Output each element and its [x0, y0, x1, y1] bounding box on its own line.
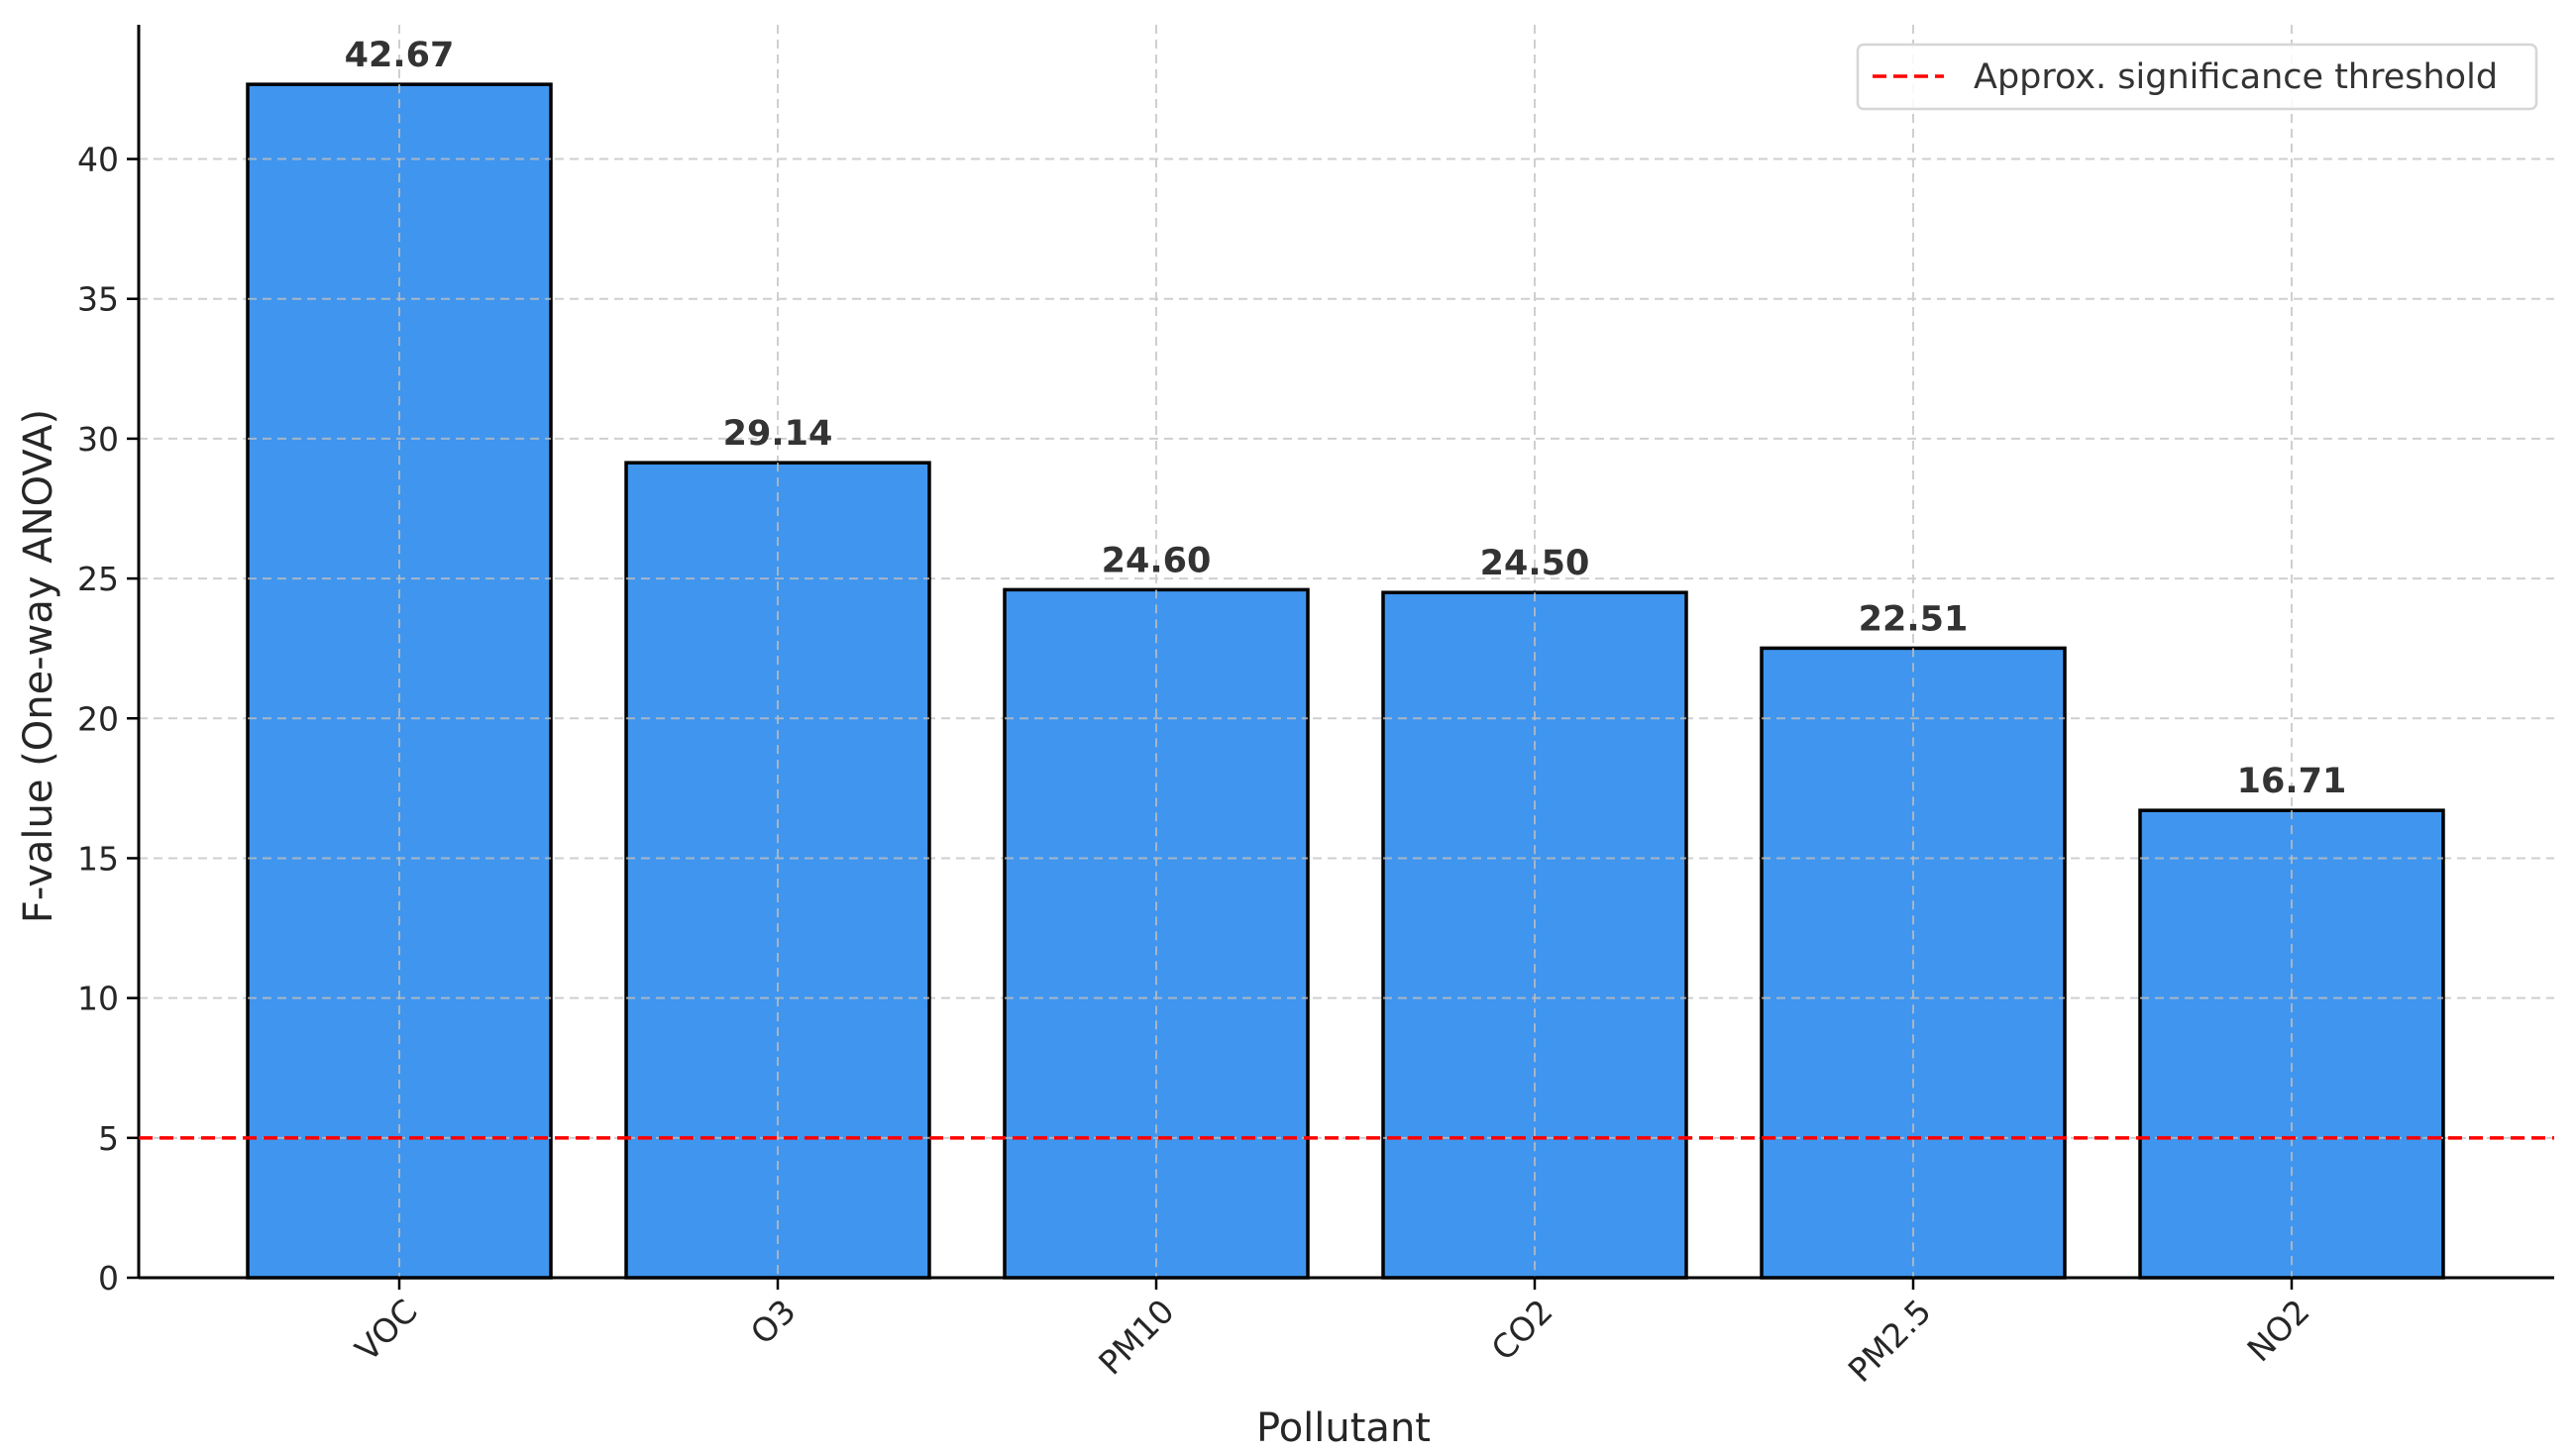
data-labels: 42.67 29.14 24.60 24.50 22.51 16.71 [345, 36, 2347, 801]
x-axis-label: Pollutant [1256, 1405, 1431, 1451]
x-tick-label: PM10 [1091, 1292, 1181, 1382]
y-tick-label: 30 [77, 420, 119, 459]
y-tick-label: 40 [77, 141, 119, 179]
bars [246, 82, 2445, 1280]
x-tick-label: O3 [743, 1292, 804, 1352]
bar-value-label: 24.60 [1102, 541, 1212, 580]
legend: Approx. significance threshold [1856, 43, 2538, 111]
legend-box [1856, 43, 2538, 111]
y-tick-label: 20 [77, 699, 119, 738]
x-tick-label: VOC [348, 1292, 425, 1369]
y-tick-label: 5 [98, 1119, 119, 1158]
x-tick-label: NO2 [2239, 1292, 2316, 1369]
x-tick-label: CO2 [1484, 1292, 1560, 1368]
x-tick-label: PM2.5 [1841, 1292, 1939, 1390]
y-tick-label: 0 [98, 1259, 119, 1298]
y-tick-label: 25 [77, 560, 119, 598]
bar-no2 [2138, 808, 2445, 1280]
legend-threshold-label: Approx. significance threshold [1974, 57, 2498, 97]
bar-value-label: 42.67 [345, 36, 455, 75]
bar-value-label: 22.51 [1859, 599, 1969, 639]
axes [127, 25, 2554, 1290]
bar-value-label: 29.14 [723, 414, 833, 454]
y-tick-label: 10 [77, 980, 119, 1018]
y-tick-label: 35 [77, 280, 119, 319]
bar-value-label: 16.71 [2237, 762, 2347, 801]
y-tick-label: 15 [77, 839, 119, 878]
bar-value-label: 24.50 [1480, 544, 1590, 583]
y-axis-label: F-value (One-way ANOVA) [16, 409, 61, 923]
